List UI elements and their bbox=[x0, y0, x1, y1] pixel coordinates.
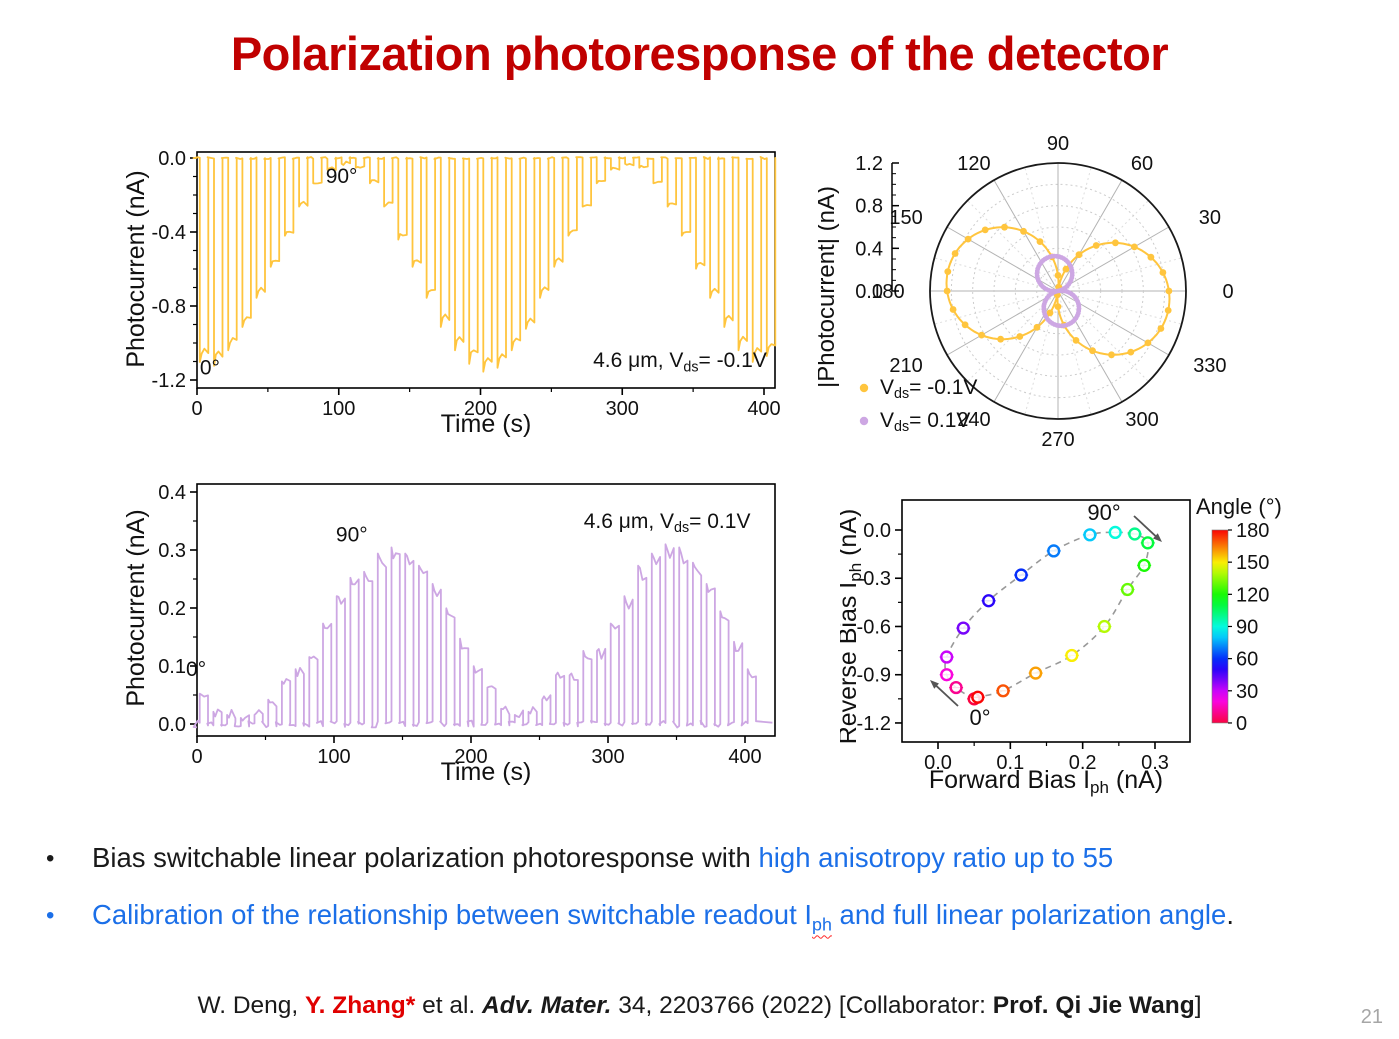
svg-text:60: 60 bbox=[1131, 153, 1153, 175]
bullet-text: Bias switchable linear polarization phot… bbox=[92, 842, 1114, 873]
bullet-marker: • bbox=[46, 901, 55, 929]
svg-text:-0.6: -0.6 bbox=[857, 616, 891, 638]
citation: W. Deng, Y. Zhang* et al. Adv. Mater. 34… bbox=[0, 992, 1399, 1020]
svg-text:0.0: 0.0 bbox=[863, 520, 891, 542]
svg-text:-0.8: -0.8 bbox=[152, 296, 186, 318]
svg-text:0.4: 0.4 bbox=[158, 482, 186, 504]
svg-text:0°: 0° bbox=[200, 356, 220, 379]
bullet-text: Calibration of the relationship between … bbox=[92, 898, 1234, 935]
svg-text:Reverse Bias Iph (nA): Reverse Bias Iph (nA) bbox=[840, 509, 865, 745]
svg-text:120: 120 bbox=[1236, 584, 1269, 606]
svg-text:300: 300 bbox=[591, 746, 624, 768]
svg-text:0.2: 0.2 bbox=[158, 598, 186, 620]
svg-text:30: 30 bbox=[1199, 207, 1221, 229]
svg-text:400: 400 bbox=[728, 746, 761, 768]
svg-text:Photocurrent (nA): Photocurrent (nA) bbox=[122, 170, 150, 367]
svg-text:4.6 μm, Vds= 0.1V: 4.6 μm, Vds= 0.1V bbox=[584, 510, 751, 536]
svg-text:270: 270 bbox=[1041, 429, 1074, 451]
svg-text:0°: 0° bbox=[186, 658, 206, 681]
svg-text:400: 400 bbox=[747, 398, 780, 420]
bullet-marker: • bbox=[46, 845, 55, 872]
svg-text:0.4: 0.4 bbox=[855, 238, 883, 260]
svg-text:90: 90 bbox=[1047, 133, 1069, 155]
svg-text:180: 180 bbox=[1236, 520, 1269, 542]
svg-text:0°: 0° bbox=[969, 705, 990, 730]
svg-text:0.1: 0.1 bbox=[158, 656, 186, 678]
svg-text:210: 210 bbox=[889, 355, 922, 377]
svg-text:200: 200 bbox=[464, 398, 497, 420]
svg-text:150: 150 bbox=[1236, 552, 1269, 574]
svg-text:0.0: 0.0 bbox=[158, 148, 186, 170]
svg-text:0.2: 0.2 bbox=[1069, 752, 1097, 774]
chart-reverse-bias-time-series: 0 100 200 300 400 0.0 -0.4 -0.8 -1.2 Time (s) Phot… bbox=[122, 148, 781, 438]
svg-text:Vds= -0.1V: Vds= -0.1V bbox=[880, 376, 977, 402]
svg-text:1.2: 1.2 bbox=[855, 153, 883, 175]
slide-title: Polarization photoresponse of the detect… bbox=[230, 27, 1169, 80]
svg-text:0.0: 0.0 bbox=[158, 714, 186, 736]
svg-text:0.8: 0.8 bbox=[855, 196, 883, 218]
bullet-list: • Bias switchable linear polarization pho… bbox=[46, 840, 1376, 954]
svg-text:240: 240 bbox=[957, 409, 990, 431]
svg-text:0.0: 0.0 bbox=[855, 281, 883, 303]
svg-text:0.3: 0.3 bbox=[158, 540, 186, 562]
bullet-item: • Bias switchable linear polarization pho… bbox=[46, 840, 1376, 876]
svg-text:100: 100 bbox=[322, 398, 355, 420]
citation-segment: W. Deng, bbox=[197, 992, 306, 1019]
svg-text:0.3: 0.3 bbox=[1141, 752, 1169, 774]
svg-text:0.0: 0.0 bbox=[924, 752, 952, 774]
page-number: 21 bbox=[1360, 1006, 1383, 1028]
svg-text:0: 0 bbox=[1222, 281, 1233, 303]
svg-text:90°: 90° bbox=[336, 523, 368, 546]
svg-text:4.6 μm, Vds= -0.1V: 4.6 μm, Vds= -0.1V bbox=[593, 349, 767, 375]
chart-forward-bias-time-series: 0 100 200 300 400 0.0 0.1 0.2 0.3 0.4 Time (s) Phot… bbox=[122, 482, 776, 786]
svg-text:30: 30 bbox=[1236, 681, 1258, 703]
citation-segment: ] bbox=[1194, 992, 1202, 1019]
chart-polar-photocurrent: 0 30 60 90 120 150 180 210 240 270 300 330 0.0 0.4 0.8… bbox=[818, 133, 1234, 451]
svg-text:0.1: 0.1 bbox=[996, 752, 1024, 774]
svg-text:90: 90 bbox=[1236, 616, 1258, 638]
citation-segment: 34, 2203766 (2022) [Collaborator: bbox=[611, 992, 993, 1019]
svg-text:Photocurrent (nA): Photocurrent (nA) bbox=[122, 509, 150, 706]
svg-text:Forward Bias Iph (nA): Forward Bias Iph (nA) bbox=[929, 766, 1163, 797]
svg-text:Time (s): Time (s) bbox=[441, 758, 532, 786]
svg-text:300: 300 bbox=[606, 398, 639, 420]
svg-text:-0.4: -0.4 bbox=[152, 222, 186, 244]
svg-text:-1.2: -1.2 bbox=[152, 370, 186, 392]
chart-bias-correlation-scatter: 0.0 0.1 0.2 0.3 0.0 -0.3 -0.6 -0.9 -1.2 Forward B… bbox=[840, 494, 1282, 797]
svg-text:Angle (°): Angle (°) bbox=[1196, 494, 1282, 519]
svg-text:150: 150 bbox=[889, 207, 922, 229]
svg-text:Time (s): Time (s) bbox=[441, 410, 532, 438]
svg-text:300: 300 bbox=[1125, 409, 1158, 431]
citation-segment: et al. bbox=[415, 992, 483, 1019]
svg-text:Vds= 0.1V: Vds= 0.1V bbox=[880, 409, 970, 435]
svg-text:90°: 90° bbox=[326, 165, 358, 188]
svg-text:330: 330 bbox=[1193, 355, 1226, 377]
svg-text:100: 100 bbox=[317, 746, 350, 768]
svg-text:60: 60 bbox=[1236, 649, 1258, 671]
svg-text:-0.9: -0.9 bbox=[857, 665, 891, 687]
svg-text:0: 0 bbox=[191, 746, 202, 768]
citation-segment: Adv. Mater. bbox=[482, 992, 612, 1019]
svg-text:90°: 90° bbox=[1087, 500, 1120, 525]
bullet-item: • Calibration of the relationship between… bbox=[46, 897, 1376, 933]
svg-text:-0.3: -0.3 bbox=[857, 568, 891, 590]
citation-segment: Prof. Qi Jie Wang bbox=[992, 992, 1195, 1019]
svg-text:0: 0 bbox=[1236, 713, 1247, 735]
citation-segment: Y. Zhang* bbox=[305, 992, 416, 1019]
svg-text:-1.2: -1.2 bbox=[857, 713, 891, 735]
svg-text:120: 120 bbox=[957, 153, 990, 175]
svg-text:200: 200 bbox=[454, 746, 487, 768]
svg-text:180: 180 bbox=[871, 281, 904, 303]
svg-text:0: 0 bbox=[191, 398, 202, 420]
svg-text:|Photocurrent| (nA): |Photocurrent| (nA) bbox=[818, 186, 840, 388]
